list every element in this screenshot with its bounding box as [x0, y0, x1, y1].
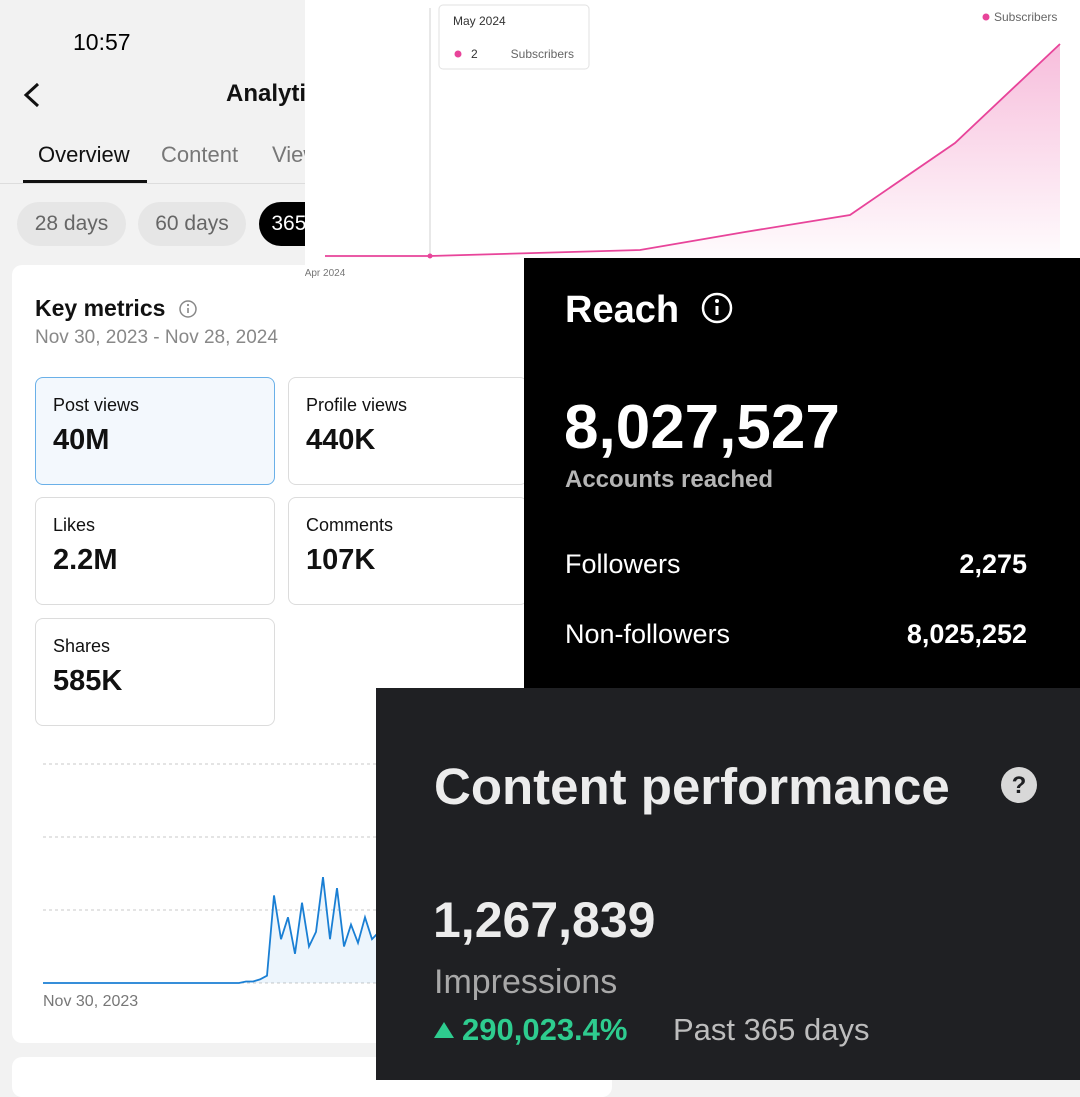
line	[325, 43, 1061, 257]
period: Past 365 days	[673, 1012, 870, 1047]
reach-total-label: Accounts reached	[565, 466, 774, 493]
tooltip-series: Subscribers	[511, 47, 574, 61]
subscribers-chart: May 2024 2 Subscribers Subscribers Apr 2024	[305, 4, 1061, 279]
metric-value: 585K	[53, 665, 123, 697]
range-pill[interactable]: 60 days	[138, 202, 246, 246]
reach-row-label: Non-followers	[565, 619, 731, 649]
info-icon[interactable]	[178, 299, 198, 319]
reach-row-label: Followers	[565, 549, 681, 579]
tab[interactable]: Overview	[38, 142, 130, 167]
views-chart: Nov 30, 2023	[43, 763, 600, 1010]
metric-value: 40M	[53, 424, 110, 456]
legend-dot	[982, 13, 990, 21]
x-tick-label: Apr 2024	[305, 268, 346, 279]
metric-card[interactable]: Comments 107K	[288, 497, 528, 605]
status-time: 10:57	[73, 29, 131, 55]
metric-card[interactable]: Likes 2.2M	[35, 497, 275, 605]
metric-value: 107K	[306, 544, 376, 576]
area	[325, 44, 1060, 258]
back-button[interactable]	[20, 80, 46, 110]
content-panel: Content performance ? 1,267,839 Impressi…	[376, 688, 1080, 1080]
tab[interactable]: Content	[161, 142, 239, 167]
help-icon[interactable]: ?	[1000, 766, 1038, 804]
metric-label: Likes	[53, 515, 96, 535]
date-range: Nov 30, 2023 - Nov 28, 2024	[35, 327, 278, 348]
range-pill[interactable]: 28 days	[17, 202, 126, 246]
metric-value: 2.2M	[53, 544, 118, 576]
metric-label: Post views	[53, 395, 140, 415]
metric-card[interactable]: Profile views 440K	[288, 377, 528, 485]
impressions-total: 1,267,839	[433, 892, 656, 948]
reach-row-value: 2,275	[959, 549, 1027, 579]
reach-total: 8,027,527	[564, 393, 840, 462]
content-title: Content performance	[434, 758, 950, 815]
tab-underline	[23, 180, 147, 183]
tooltip-box	[438, 4, 590, 70]
metric-label: Comments	[306, 515, 394, 535]
metric-card[interactable]: Post views 40M	[35, 377, 275, 485]
subscribers-panel: May 2024 2 Subscribers Subscribers Apr 2024	[305, 0, 1080, 285]
up-arrow	[434, 1022, 454, 1038]
metric-label: Shares	[53, 636, 111, 656]
tooltip-dot	[454, 50, 462, 58]
reach-row-value: 8,025,252	[906, 619, 1027, 649]
info-icon[interactable]	[700, 291, 734, 325]
metric-value: 440K	[306, 424, 376, 456]
section-title: Key metrics	[35, 295, 166, 321]
legend-label: Subscribers	[994, 10, 1057, 24]
impressions-label: Impressions	[434, 963, 618, 1001]
metric-label: Profile views	[306, 395, 408, 415]
hover-dot	[427, 253, 433, 259]
area	[43, 877, 379, 983]
change: 290,023.4%	[462, 1012, 628, 1047]
tooltip-value: 2	[471, 47, 478, 61]
reach-title: Reach	[565, 289, 680, 331]
line	[43, 876, 380, 984]
metric-card[interactable]: Shares 585K	[35, 618, 275, 726]
reach-panel: Reach 8,027,527 Accounts reached Followe…	[524, 258, 1080, 689]
tooltip-title: May 2024	[453, 14, 506, 28]
x-tick-label: Nov 30, 2023	[43, 993, 138, 1010]
svg-text:?: ?	[1012, 772, 1027, 799]
